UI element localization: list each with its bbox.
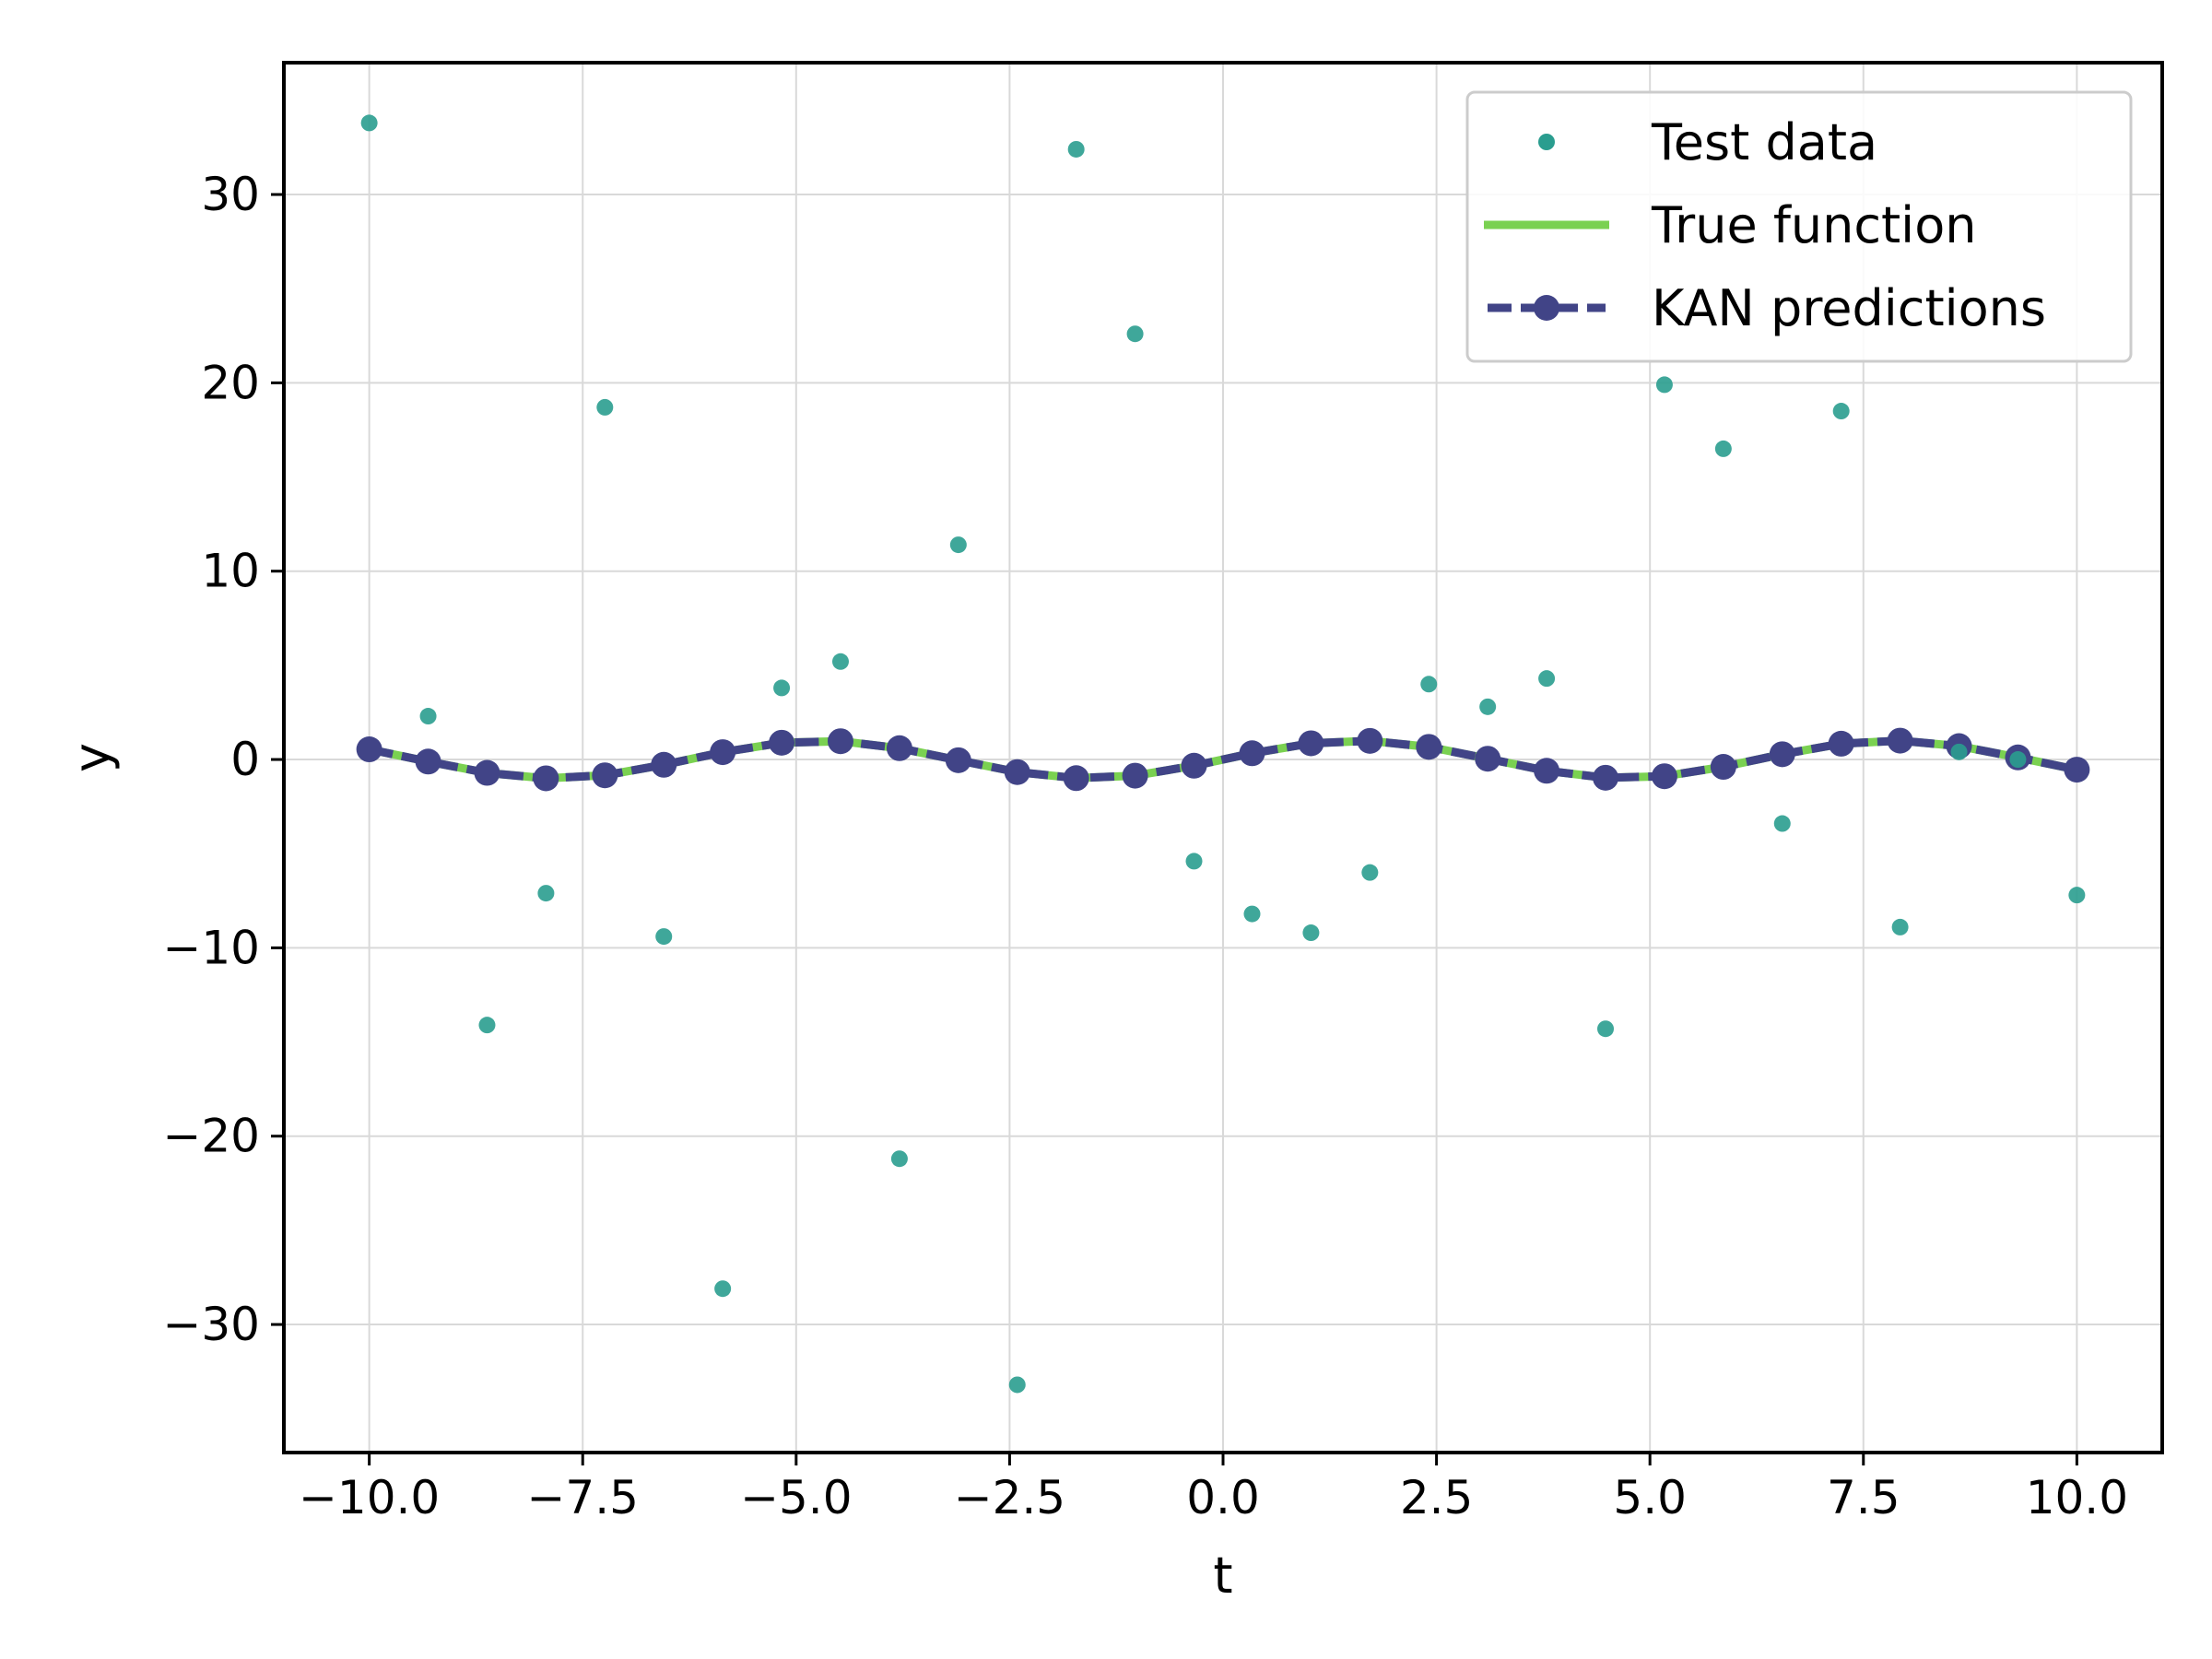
test-data-layer — [360, 114, 2086, 1394]
x-tick-label: −2.5 — [954, 1471, 1065, 1524]
kan-prediction-point — [356, 736, 382, 763]
legend-label-true-function: True function — [1651, 196, 1976, 254]
kan-predictions-layer — [356, 727, 2090, 792]
y-axis-label: y — [63, 743, 121, 772]
kan-prediction-point — [1828, 730, 1854, 757]
kan-prediction-point — [945, 747, 971, 773]
test-data-point — [1067, 140, 1085, 158]
x-tick-label: 7.5 — [1827, 1471, 1900, 1524]
test-data-point — [419, 708, 437, 725]
y-tick-label: −30 — [162, 1298, 260, 1351]
y-tick-label: 20 — [201, 356, 260, 409]
x-tick-label: 2.5 — [1400, 1471, 1474, 1524]
test-data-point — [1597, 1020, 1615, 1038]
test-data-point — [596, 398, 614, 416]
test-data-point — [1361, 864, 1379, 881]
test-data-point — [2009, 751, 2027, 769]
kan-prediction-point — [1416, 734, 1442, 760]
test-data-point — [1714, 440, 1732, 457]
test-data-point — [1832, 403, 1850, 420]
y-axis-ticks: −30 −20 −10 0 10 20 30 — [162, 168, 284, 1351]
test-data-point — [655, 928, 673, 946]
test-data-point — [1126, 325, 1144, 343]
kan-prediction-point — [710, 739, 736, 766]
test-data-point — [2068, 887, 2086, 904]
test-data-point — [360, 114, 378, 132]
x-tick-label: 5.0 — [1613, 1471, 1687, 1524]
kan-prediction-point — [2064, 757, 2090, 783]
test-data-point — [1773, 815, 1791, 832]
kan-prediction-point — [827, 728, 853, 755]
x-tick-label: 10.0 — [2026, 1471, 2128, 1524]
kan-prediction-point — [1887, 727, 1913, 754]
y-tick-label: 0 — [230, 733, 260, 786]
kan-prediction-point — [474, 759, 500, 786]
test-data-point — [1185, 853, 1203, 870]
kan-prediction-point — [415, 748, 441, 775]
test-data-point — [949, 536, 967, 554]
test-data-point — [773, 679, 791, 697]
test-data-point — [1950, 743, 1968, 760]
test-data-point — [1538, 670, 1556, 688]
x-tick-label: −10.0 — [299, 1471, 440, 1524]
test-data-point — [890, 1150, 908, 1168]
legend: Test data True function KAN predictions — [1465, 90, 2133, 363]
y-tick-label: 30 — [201, 168, 260, 221]
legend-marker-kan-predictions-dot — [1534, 295, 1559, 321]
test-data-point — [1243, 905, 1261, 923]
test-data-point — [478, 1017, 496, 1034]
kan-prediction-point — [886, 735, 912, 761]
x-axis-ticks: −10.0 −7.5 −5.0 −2.5 0.0 2.5 5.0 7.5 10.0 — [299, 1453, 2128, 1524]
legend-marker-test-data — [1538, 134, 1555, 150]
kan-prediction-point — [1239, 740, 1265, 767]
y-tick-label: −20 — [162, 1110, 260, 1163]
kan-prediction-point — [1475, 746, 1501, 772]
y-tick-label: −10 — [162, 921, 260, 974]
kan-prediction-point — [1593, 764, 1619, 791]
y-tick-label: 10 — [201, 545, 260, 598]
test-data-point — [1479, 698, 1497, 715]
kan-prediction-point — [1181, 752, 1207, 779]
kan-prediction-point — [1063, 765, 1089, 792]
kan-prediction-point — [1004, 759, 1030, 785]
legend-label-kan-predictions: KAN predictions — [1652, 279, 2046, 337]
kan-prediction-point — [1357, 727, 1383, 754]
test-data-point — [831, 653, 849, 670]
x-tick-label: 0.0 — [1186, 1471, 1260, 1524]
test-data-point — [1891, 918, 1909, 935]
x-axis-label: t — [1213, 1547, 1232, 1605]
test-data-point — [1008, 1376, 1026, 1394]
legend-label-test-data: Test data — [1651, 113, 1877, 171]
test-data-point — [714, 1280, 732, 1298]
x-tick-label: −5.0 — [740, 1471, 852, 1524]
kan-prediction-point — [1769, 741, 1795, 768]
test-data-point — [1302, 924, 1320, 942]
kan-prediction-point — [1122, 762, 1148, 789]
kan-prediction-point — [769, 729, 795, 756]
kan-prediction-point — [533, 765, 559, 792]
test-data-point — [1655, 376, 1673, 394]
kan-prediction-point — [1651, 763, 1677, 790]
kan-prediction-point — [1534, 758, 1560, 784]
kan-prediction-point — [651, 751, 677, 778]
kan-prediction-point — [1710, 754, 1736, 781]
legend-box — [1465, 90, 2133, 363]
kan-prediction-point — [1298, 730, 1324, 757]
x-tick-label: −7.5 — [527, 1471, 639, 1524]
test-data-point — [1420, 676, 1438, 693]
kan-prediction-point — [592, 762, 618, 789]
test-data-point — [537, 885, 555, 902]
